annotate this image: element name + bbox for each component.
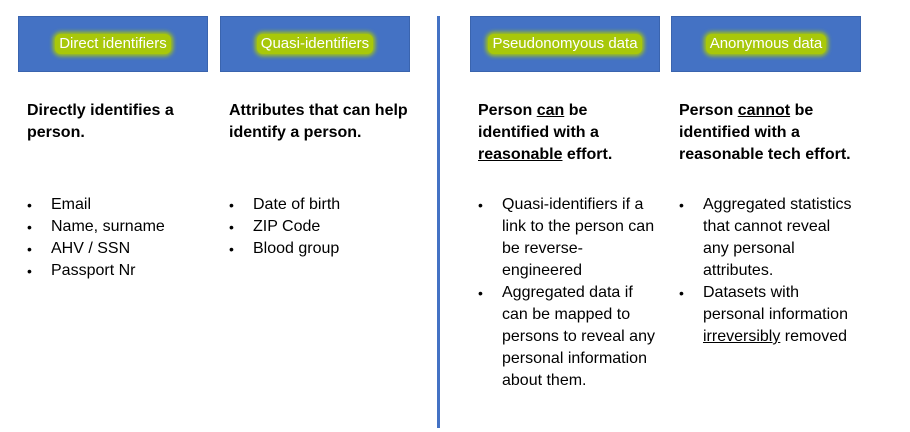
list-item: Passport Nr [27, 260, 207, 282]
list-item: Date of birth [229, 194, 419, 216]
list-item: Datasets with personal information irrev… [679, 282, 859, 348]
quasi-identifiers-list: Date of birth ZIP Code Blood group [229, 194, 419, 260]
section-divider [437, 16, 440, 428]
quasi-identifiers-description: Attributes that can help identify a pers… [229, 102, 408, 141]
quasi-identifiers-header: Quasi-identifiers [220, 16, 410, 72]
pseudonymous-data-title: Pseudonomyous data [488, 34, 642, 54]
list-item: Aggregated data if can be mapped to pers… [478, 282, 656, 392]
anonymous-data-header: Anonymous data [671, 16, 861, 72]
anonymous-data-description: Person cannot be identified with a reaso… [679, 102, 851, 163]
pseudonymous-data-header: Pseudonomyous data [470, 16, 660, 72]
pseudonymous-data-list: Quasi-identifiers if a link to the perso… [478, 194, 656, 392]
direct-identifiers-header: Direct identifiers [18, 16, 208, 72]
direct-identifiers-description: Directly identifies a person. [27, 102, 174, 141]
list-item: Aggregated statistics that cannot reveal… [679, 194, 859, 282]
list-item: Blood group [229, 238, 419, 260]
list-item: ZIP Code [229, 216, 419, 238]
list-item: Name, surname [27, 216, 207, 238]
pseudonymous-data-description: Person can be identified with a reasonab… [478, 102, 613, 163]
direct-identifiers-list: Email Name, surname AHV / SSN Passport N… [27, 194, 207, 282]
anonymous-data-title: Anonymous data [705, 34, 827, 54]
anonymous-data-list: Aggregated statistics that cannot reveal… [679, 194, 859, 348]
direct-identifiers-title: Direct identifiers [55, 34, 171, 54]
list-item: Email [27, 194, 207, 216]
quasi-identifiers-title: Quasi-identifiers [256, 34, 374, 54]
list-item: AHV / SSN [27, 238, 207, 260]
list-item: Quasi-identifiers if a link to the perso… [478, 194, 656, 282]
